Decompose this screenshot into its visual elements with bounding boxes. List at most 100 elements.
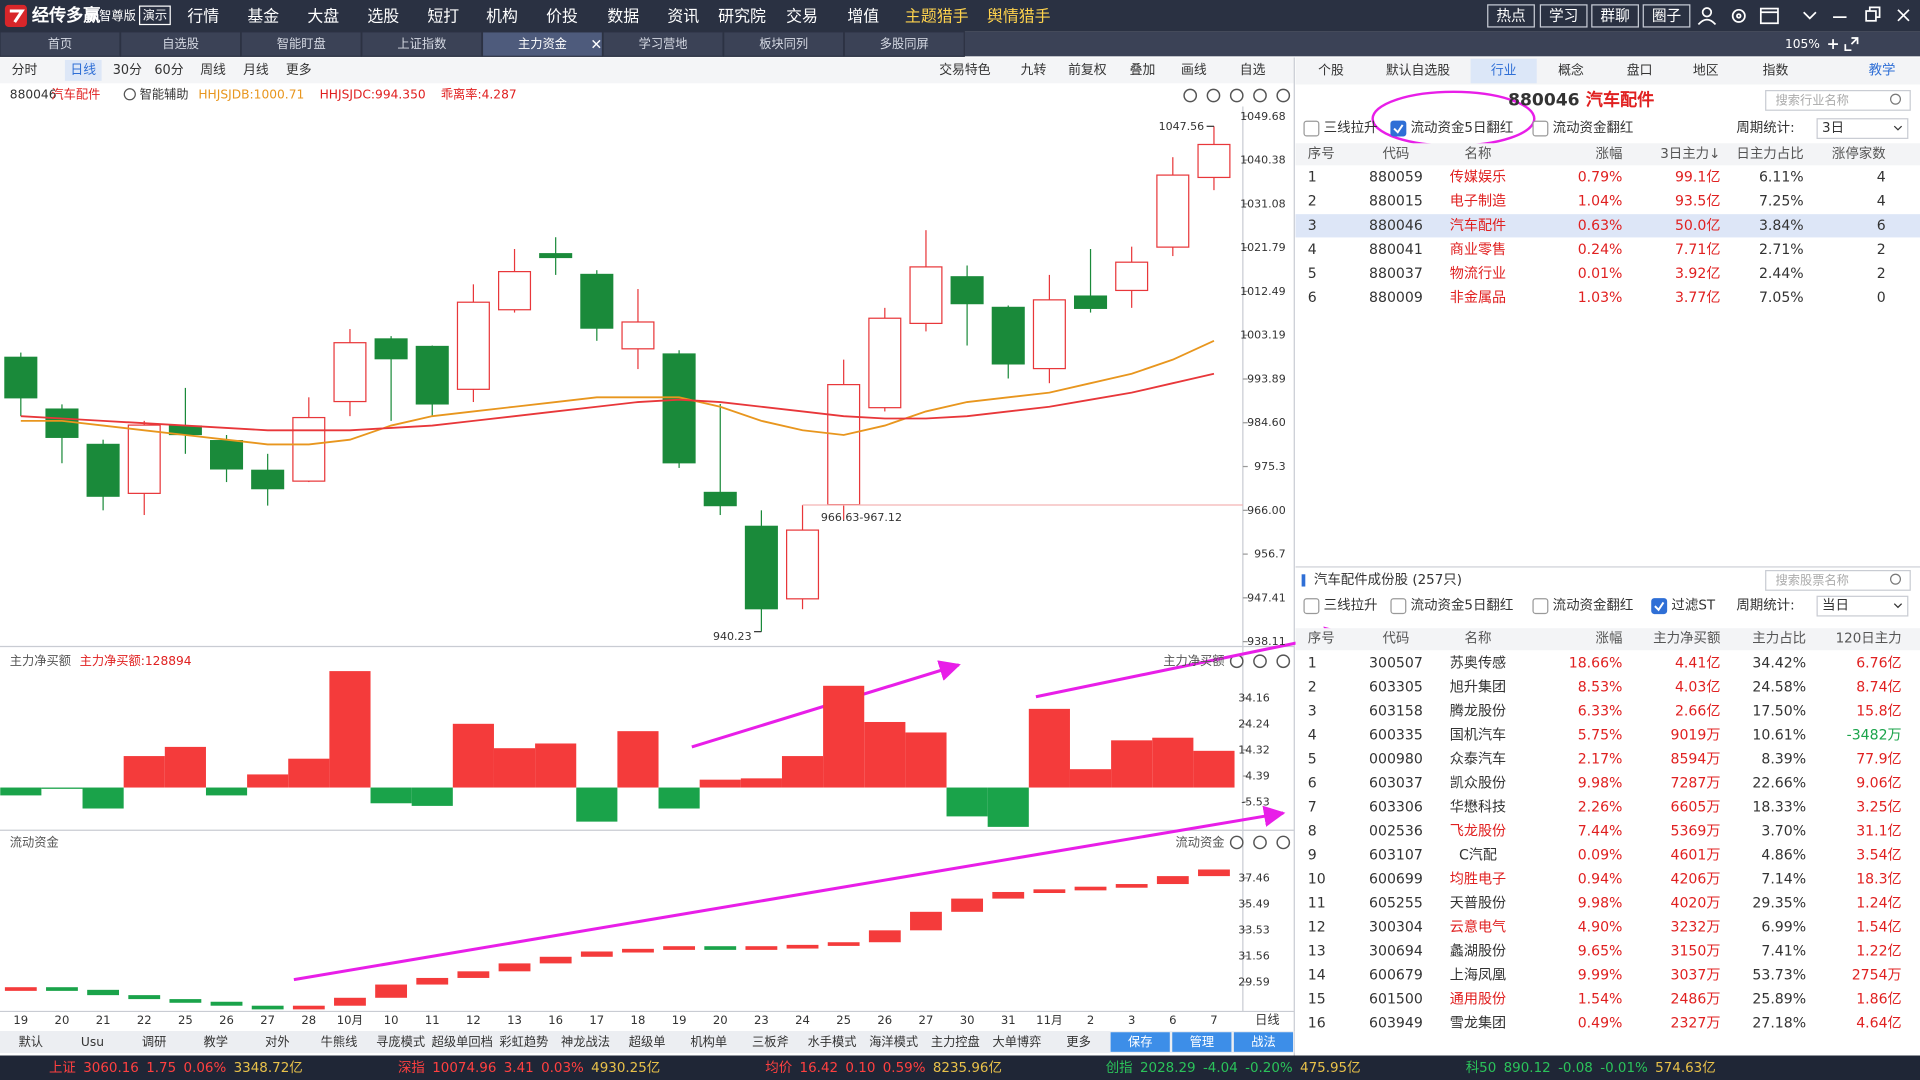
table-cell[interactable]: 18.66%	[1569, 656, 1623, 672]
table-cell[interactable]: 1.54%	[1578, 992, 1623, 1008]
column-header[interactable]: 120日主力	[1836, 631, 1902, 647]
table-cell[interactable]: 汽车配件	[1450, 217, 1506, 234]
column-header[interactable]: 3日主力↓	[1660, 146, 1720, 162]
bottom-tool[interactable]: 对外	[265, 1035, 289, 1049]
table-cell[interactable]: 1	[1308, 656, 1317, 672]
table-cell[interactable]: 9.98%	[1578, 776, 1623, 792]
bottom-tool[interactable]: Usu	[81, 1035, 104, 1049]
table-cell[interactable]: 0.63%	[1578, 218, 1623, 234]
tool-button[interactable]: 叠加	[1130, 63, 1156, 78]
table-cell[interactable]: 22.66%	[1752, 776, 1806, 792]
table-cell[interactable]: 5369万	[1671, 824, 1721, 840]
period-button[interactable]: 周线	[200, 63, 226, 78]
table-cell[interactable]: 600699	[1369, 872, 1423, 888]
column-header[interactable]: 涨幅	[1596, 631, 1623, 647]
table-cell[interactable]: 苏奥传感	[1450, 655, 1506, 672]
bottom-tool[interactable]: 默认	[19, 1034, 43, 1049]
table-cell[interactable]: 7.44%	[1578, 824, 1623, 840]
table-cell[interactable]: 880059	[1369, 170, 1423, 186]
column-header[interactable]: 名称	[1465, 631, 1492, 647]
table-cell[interactable]: 均胜电子	[1450, 872, 1506, 888]
period-button[interactable]: 30分	[113, 63, 142, 78]
period-button[interactable]: 分时	[12, 63, 38, 78]
table-cell[interactable]: 8.53%	[1578, 680, 1623, 696]
table-cell[interactable]: 3232万	[1671, 920, 1721, 936]
checkbox[interactable]	[1651, 598, 1668, 615]
table-cell[interactable]: 腾龙股份	[1450, 703, 1506, 720]
menu-item[interactable]: 行情	[187, 6, 219, 25]
table-cell[interactable]: 0.49%	[1578, 1016, 1623, 1032]
table-cell[interactable]: 600335	[1369, 728, 1423, 744]
table-cell[interactable]: 2.26%	[1578, 800, 1623, 816]
table-cell[interactable]: 3.25亿	[1856, 800, 1901, 816]
bottom-tool[interactable]: 水手模式	[808, 1035, 857, 1049]
bottom-tool[interactable]: 三板斧	[752, 1035, 789, 1049]
bottom-tool[interactable]: 大单博弈	[992, 1034, 1041, 1049]
table-cell[interactable]: 18.3亿	[1856, 872, 1901, 888]
tab[interactable]	[723, 31, 845, 57]
table-cell[interactable]: 3	[1308, 704, 1317, 720]
checkbox[interactable]	[1390, 598, 1407, 615]
table-cell[interactable]: 3.84%	[1759, 218, 1804, 234]
bottom-tool[interactable]: 机构单	[690, 1034, 727, 1049]
table-cell[interactable]: 旭升集团	[1450, 679, 1506, 696]
bottom-tool[interactable]: 管理	[1190, 1034, 1214, 1049]
table-cell[interactable]: 4.41亿	[1675, 656, 1720, 672]
table-cell[interactable]: 6	[1308, 290, 1317, 306]
search-box[interactable]	[1765, 570, 1911, 591]
checkbox[interactable]	[1303, 598, 1320, 615]
table-cell[interactable]: 电子制造	[1450, 194, 1506, 210]
bottom-tool[interactable]: 神龙战法	[561, 1035, 610, 1049]
select-value[interactable]: 当日	[1822, 598, 1849, 614]
table-cell[interactable]: 603305	[1369, 680, 1423, 696]
table-cell[interactable]: 4.64亿	[1856, 1016, 1901, 1032]
checkbox-label[interactable]: 三线拉升	[1324, 120, 1378, 136]
table-cell[interactable]: 7.71亿	[1675, 242, 1720, 258]
search-box[interactable]	[1765, 90, 1911, 111]
panel-tab[interactable]: 概念	[1558, 63, 1584, 79]
table-cell[interactable]: 7.25%	[1759, 194, 1804, 210]
table-cell[interactable]: 300507	[1369, 656, 1423, 672]
table-cell[interactable]: 27.18%	[1752, 1016, 1806, 1032]
tab-label[interactable]: 主力资金	[518, 36, 567, 51]
column-header[interactable]: 涨停家数	[1832, 145, 1886, 162]
column-header[interactable]: 主力净买额	[1653, 631, 1721, 647]
tab-label[interactable]: 智能盯盘	[277, 36, 326, 51]
bottom-tool[interactable]: 彩虹趋势	[499, 1035, 548, 1049]
table-cell[interactable]: 上海凤凰	[1450, 968, 1506, 984]
panel-tab[interactable]: 个股	[1318, 64, 1344, 79]
table-cell[interactable]: 4	[1877, 194, 1886, 210]
table-cell[interactable]: 4.03亿	[1675, 680, 1720, 696]
checkbox[interactable]	[1532, 120, 1549, 137]
top-button-label[interactable]: 热点	[1496, 7, 1525, 24]
menu-item[interactable]: 机构	[486, 6, 518, 25]
table-cell[interactable]: 7.41%	[1761, 944, 1806, 960]
table-cell[interactable]: 2.17%	[1578, 752, 1623, 768]
table-cell[interactable]: 1.24亿	[1856, 896, 1901, 912]
menu-item[interactable]: 数据	[607, 6, 639, 25]
table-cell[interactable]: 3150万	[1671, 944, 1721, 960]
column-header[interactable]: 主力占比	[1752, 631, 1806, 647]
table-cell[interactable]: 16	[1308, 1016, 1326, 1032]
table-cell[interactable]: 飞龙股份	[1450, 824, 1506, 840]
table-cell[interactable]: 2.66亿	[1675, 704, 1720, 720]
table-cell[interactable]: 物流行业	[1450, 266, 1506, 282]
table-cell[interactable]: 4.86%	[1761, 848, 1806, 864]
tab-label[interactable]: 板块同列	[759, 37, 808, 51]
table-cell[interactable]: 29.35%	[1752, 896, 1806, 912]
table-cell[interactable]: 603158	[1369, 704, 1423, 720]
table-cell[interactable]: 9019万	[1671, 728, 1721, 744]
table-cell[interactable]: 7.14%	[1761, 872, 1806, 888]
table-cell[interactable]: 1.03%	[1578, 290, 1623, 306]
table-cell[interactable]: 众泰汽车	[1450, 751, 1506, 768]
table-cell[interactable]: 1.86亿	[1856, 992, 1901, 1008]
bottom-tool[interactable]: 海洋模式	[869, 1034, 918, 1049]
table-cell[interactable]: 14	[1308, 968, 1326, 984]
bottom-tool[interactable]: 超级单	[629, 1034, 666, 1049]
table-cell[interactable]: 0.01%	[1578, 266, 1623, 282]
table-cell[interactable]: 9.65%	[1578, 944, 1623, 960]
checkbox-label[interactable]: 流动资金5日翻红	[1411, 120, 1514, 136]
table-cell[interactable]: 商业零售	[1450, 241, 1506, 258]
table-cell[interactable]: 6.76亿	[1856, 656, 1901, 672]
table-cell[interactable]: 7287万	[1671, 776, 1721, 792]
